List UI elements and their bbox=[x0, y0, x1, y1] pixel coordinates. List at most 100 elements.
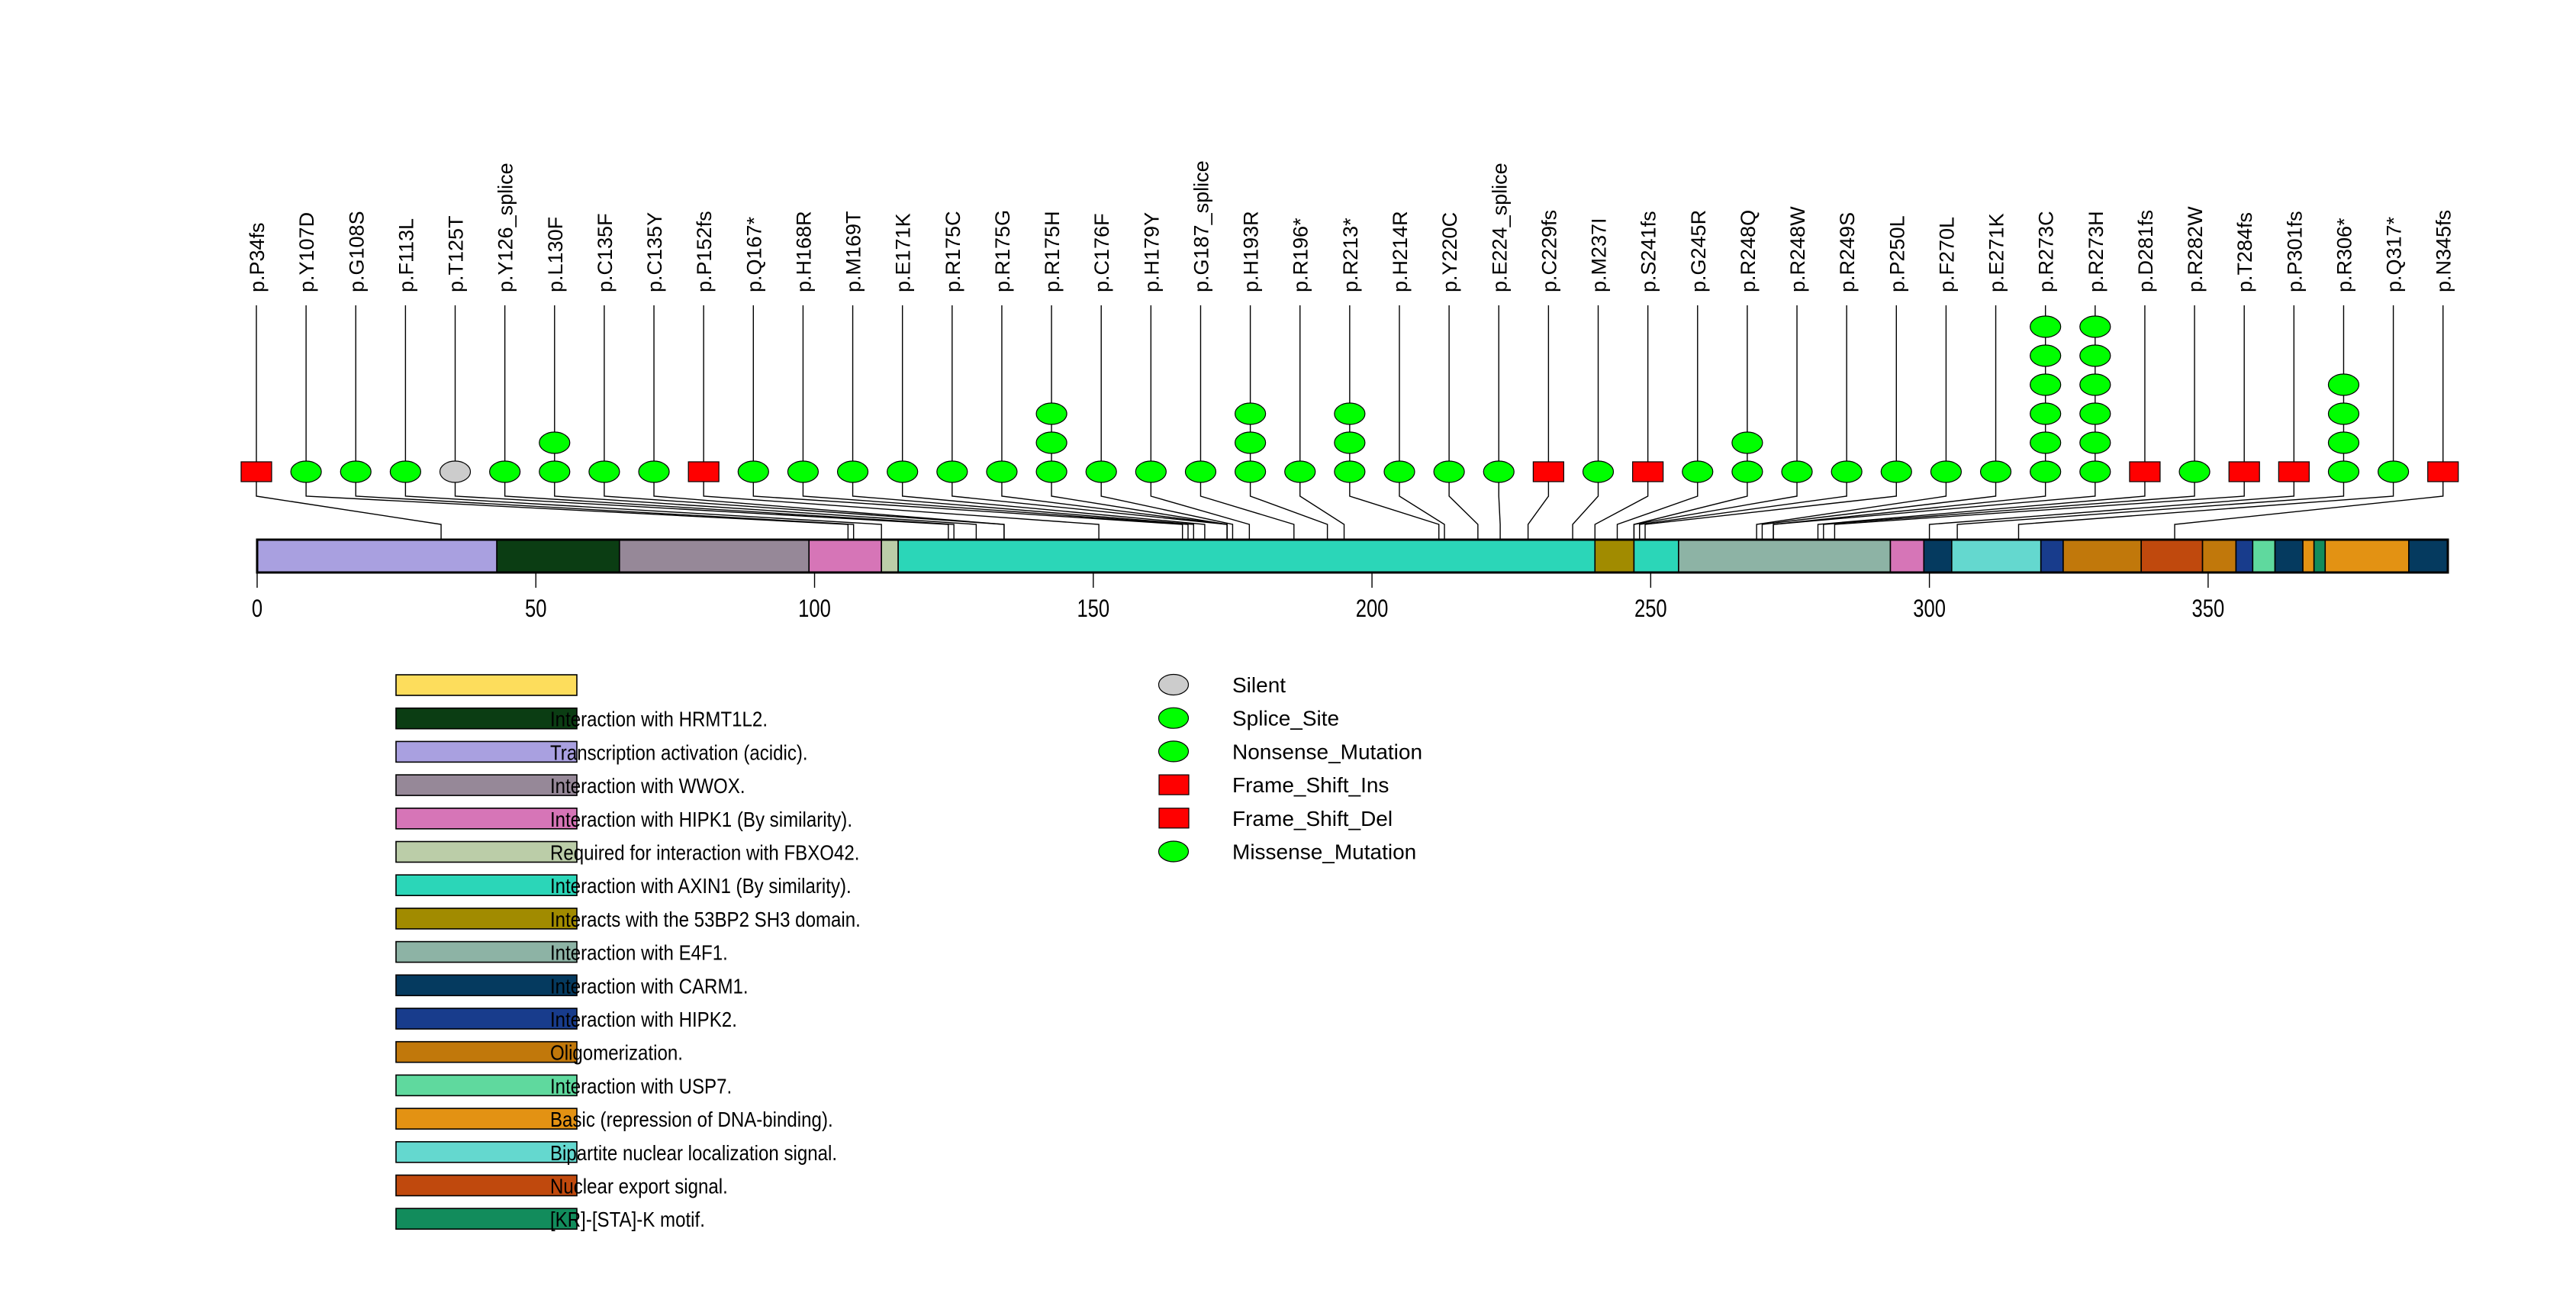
mutation-label: p.C229fs bbox=[1538, 210, 1560, 292]
mutation-label: p.C135F bbox=[594, 213, 617, 292]
domain-segment bbox=[496, 539, 620, 573]
mutation-label: p.G245R bbox=[1687, 210, 1710, 292]
domain-legend-swatch bbox=[395, 1174, 578, 1197]
domain-legend-label: Interaction with HRMT1L2. bbox=[550, 707, 768, 731]
oval-legend-icon bbox=[1158, 673, 1190, 696]
mutation-label: p.R249S bbox=[1836, 212, 1859, 292]
mutation-label: p.M169T bbox=[842, 211, 865, 292]
mutation-marker bbox=[887, 460, 919, 483]
mutation-label: p.E224_splice bbox=[1488, 163, 1511, 292]
frameshift-marker bbox=[2129, 461, 2161, 482]
domain-legend-label: Interaction with WWOX. bbox=[550, 773, 745, 798]
domain-legend-swatch bbox=[395, 974, 578, 997]
mutation-marker bbox=[1234, 431, 1267, 454]
frameshift-marker bbox=[2228, 461, 2260, 482]
domain-legend-swatch bbox=[395, 1040, 578, 1063]
frameshift-marker bbox=[1532, 461, 1564, 482]
domain-legend-label: Basic (repression of DNA-binding). bbox=[550, 1107, 833, 1131]
axis-tick-label: 150 bbox=[1077, 595, 1109, 622]
frameshift-marker bbox=[2427, 461, 2459, 482]
mutation-marker bbox=[1731, 431, 1763, 454]
mutation-marker bbox=[1085, 460, 1117, 483]
mutation-label: p.R273H bbox=[2085, 211, 2107, 292]
mutation-label: p.H179Y bbox=[1140, 212, 1163, 292]
frameshift-marker bbox=[1632, 461, 1664, 482]
axis-tick-label: 200 bbox=[1356, 595, 1389, 622]
domain-legend-label: Interaction with E4F1. bbox=[550, 940, 728, 965]
domain-segment bbox=[2313, 539, 2326, 573]
mutation-label: p.P250L bbox=[1885, 215, 1908, 292]
mutation-label: p.R213* bbox=[1339, 218, 1362, 292]
mutation-marker bbox=[539, 460, 571, 483]
mutation-type-legend: Silent Splice_Site Nonsense_Mutation Frame_… bbox=[1158, 673, 1422, 864]
mutation-marker bbox=[986, 460, 1018, 483]
mutation-marker bbox=[1334, 460, 1366, 483]
mutation-label: p.R273C bbox=[2035, 211, 2058, 292]
mutation-label: p.D281fs bbox=[2134, 210, 2157, 292]
domain-legend-label: Nuclear export signal. bbox=[550, 1174, 728, 1198]
domain-legend-swatch bbox=[395, 840, 578, 863]
mutation-marker bbox=[2030, 460, 2062, 483]
mutation-marker bbox=[1781, 460, 1813, 483]
mutation-type-label: Frame_Shift_Ins bbox=[1232, 773, 1389, 797]
domain-legend-label: [KR]-[STA]-K motif. bbox=[550, 1207, 705, 1231]
mutation-marker bbox=[2079, 373, 2111, 396]
mutation-type-label: Missense_Mutation bbox=[1232, 840, 1416, 864]
oval-legend-icon bbox=[1158, 707, 1190, 729]
frameshift-marker bbox=[687, 461, 720, 482]
axis-tick-label: 50 bbox=[525, 595, 546, 622]
mutation-label: p.R248W bbox=[1786, 206, 1809, 292]
oval-legend-icon bbox=[1158, 740, 1190, 763]
mutation-label: p.P34fs bbox=[246, 222, 269, 292]
oval-legend-icon bbox=[1158, 840, 1190, 863]
mutation-marker bbox=[1234, 402, 1267, 425]
domain-legend-swatch bbox=[395, 1208, 578, 1230]
mutation-type-label: Splice_Site bbox=[1232, 707, 1339, 730]
mutation-marker bbox=[2030, 373, 2062, 396]
mutation-label: p.M237I bbox=[1588, 218, 1611, 292]
frameshift-marker bbox=[240, 461, 272, 482]
mutation-label: p.G187_splice bbox=[1190, 160, 1212, 292]
domain-legend-swatch bbox=[395, 707, 578, 730]
mutation-marker bbox=[2327, 460, 2360, 483]
mutation-marker bbox=[1880, 460, 1912, 483]
axis-tick-label: 100 bbox=[798, 595, 831, 622]
mutation-marker bbox=[2327, 373, 2360, 396]
domain-legend-label: Interaction with CARM1. bbox=[550, 974, 749, 998]
mutation-marker bbox=[2327, 431, 2360, 454]
domain-segment bbox=[2274, 539, 2304, 573]
mutation-marker bbox=[1035, 402, 1067, 425]
mutation-label: p.S241fs bbox=[1637, 211, 1660, 292]
mutation-marker bbox=[340, 460, 372, 483]
domain-segment bbox=[2140, 539, 2204, 573]
domain-legend-label: Interacts with the 53BP2 SH3 domain. bbox=[550, 907, 861, 931]
mutation-label: p.Q317* bbox=[2383, 216, 2406, 292]
mutation-label: p.R248Q bbox=[1737, 210, 1760, 292]
domain-segment bbox=[2302, 539, 2315, 573]
mutation-marker bbox=[1979, 460, 2012, 483]
domain-segment bbox=[2201, 539, 2237, 573]
mutation-label: p.C135Y bbox=[643, 212, 666, 292]
mutation-marker bbox=[1582, 460, 1615, 483]
protein-bar-outline bbox=[256, 538, 2449, 574]
domain-legend-swatch bbox=[395, 674, 578, 696]
mutation-label: p.G108S bbox=[345, 211, 368, 292]
mutation-label: p.Q167* bbox=[742, 216, 765, 292]
mutation-marker bbox=[1035, 460, 1067, 483]
mutation-label: p.R175C bbox=[942, 211, 964, 292]
axis-tick-label: 0 bbox=[252, 595, 262, 622]
domain-segment bbox=[1951, 539, 2042, 573]
domain-legend-label: Interaction with USP7. bbox=[550, 1074, 732, 1098]
domain-legend-swatch bbox=[395, 908, 578, 930]
mutation-label: p.P301fs bbox=[2283, 211, 2306, 292]
mutation-marker bbox=[1731, 460, 1763, 483]
domain-segment bbox=[1678, 539, 1892, 573]
domain-legend-label: Interaction with HIPK1 (By similarity). bbox=[550, 807, 852, 831]
mutation-marker bbox=[1135, 460, 1167, 483]
mutation-marker bbox=[1682, 460, 1714, 483]
frameshift-legend-icon bbox=[1158, 774, 1190, 795]
domain-legend-label: Required for interaction with FBXO42. bbox=[550, 840, 859, 865]
domain-legend-swatch bbox=[395, 1141, 578, 1163]
mutation-marker bbox=[2377, 460, 2410, 483]
mutation-label: p.T125T bbox=[445, 215, 468, 292]
